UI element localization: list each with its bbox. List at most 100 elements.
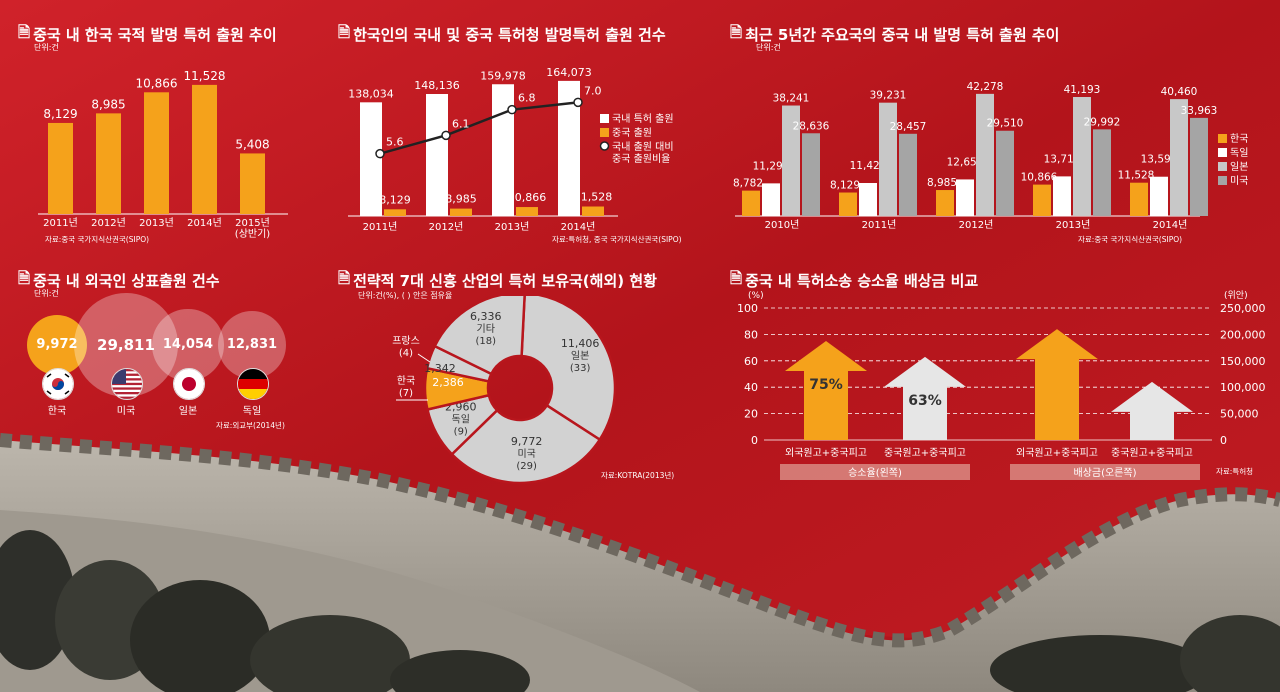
ratio-point xyxy=(375,148,385,159)
right-tick-label: 150,000 xyxy=(1220,355,1266,368)
arrow-value-label: 63% xyxy=(908,393,942,409)
bar-value-label: 28,636 xyxy=(793,120,830,132)
bar-value-label: 8,985 xyxy=(927,177,957,189)
panel6-title: 🗎 중국 내 특허소송 승소율 배상금 비교 xyxy=(730,268,978,293)
patent-doc-icon: 🗎 xyxy=(338,23,351,41)
slice-value-label: 2,386 xyxy=(432,376,464,389)
left-axis-unit: (%) xyxy=(748,291,764,301)
bar-독일 xyxy=(762,183,780,216)
patent-doc-icon: 🗎 xyxy=(730,269,743,287)
x-tick-label: 2011년 xyxy=(363,221,398,233)
bar-value-label: 38,241 xyxy=(773,93,810,105)
slice-pct-label: (9) xyxy=(454,426,468,437)
bar-value-label: 159,978 xyxy=(480,69,526,82)
bar-일본 xyxy=(879,102,897,216)
left-tick-label: 40 xyxy=(744,381,758,394)
legend-label: 중국 출원 xyxy=(612,127,652,139)
group-label: 승소율(왼쪽) xyxy=(848,467,902,479)
bubble-value: 12,831 xyxy=(226,337,278,353)
slice-pct-label: (29) xyxy=(516,461,537,472)
bar-value-label: 28,457 xyxy=(890,121,927,133)
bubble-value: 14,054 xyxy=(162,337,214,353)
bar-category-label: 외국원고+중국피고 xyxy=(1016,447,1098,459)
x-tick-label: 2011년 xyxy=(43,217,78,229)
patent-doc-icon: 🗎 xyxy=(338,269,351,287)
panel5-donut-chart: 11,406일본(33)9,772미국(29)2,960독일(9)2,3861,… xyxy=(392,296,617,485)
x-tick-label: 2013년 xyxy=(139,217,174,229)
bar-value-label: 11,422 xyxy=(850,160,887,172)
panel2-title: 🗎 한국인의 국내 및 중국 특허청 발명특허 출원 건수 xyxy=(338,22,666,47)
legend-swatch xyxy=(1218,148,1227,157)
bar-domestic xyxy=(492,84,514,216)
bar-china xyxy=(384,209,406,216)
bar-value-label: 39,231 xyxy=(870,90,907,102)
legend-swatch-china xyxy=(600,128,609,137)
panel4-unit: 단위:건 xyxy=(34,289,59,298)
bar-value-label: 8,129 xyxy=(830,180,860,192)
legend-swatch xyxy=(1218,134,1227,143)
bar-한국 xyxy=(742,190,760,216)
bar-한국 xyxy=(1033,184,1051,216)
x-tick-label: 2015년 xyxy=(235,217,270,229)
bar-china xyxy=(582,206,604,216)
ratio-point xyxy=(573,97,583,108)
group-label: 배상금(오른쪽) xyxy=(1073,467,1136,479)
bar-일본 xyxy=(976,93,994,216)
left-tick-label: 100 xyxy=(737,302,758,315)
bar-value-label: 5,408 xyxy=(235,137,269,151)
bar-value-label: 29,510 xyxy=(987,118,1024,130)
right-tick-label: 50,000 xyxy=(1220,408,1259,421)
bubble-kr: 9,972 xyxy=(26,314,88,376)
panel1-source: 자료:중국 국가지식산권국(SIPO) xyxy=(45,235,150,244)
patent-doc-icon: 🗎 xyxy=(18,23,31,41)
bar-china xyxy=(516,207,538,216)
bubble-jp: 14,054 xyxy=(152,309,224,381)
slice-name-label: 한국 xyxy=(397,375,415,387)
group-band-damages xyxy=(1010,464,1200,480)
bar-domestic xyxy=(360,102,382,216)
bar-value-label: 8,782 xyxy=(733,178,763,190)
us-flag-icon xyxy=(111,368,143,400)
slice-pct-label: (7) xyxy=(399,388,413,399)
country-label: 한국 xyxy=(47,406,67,417)
donut-slice-5 xyxy=(433,296,526,376)
bar-domestic xyxy=(558,80,580,216)
bar-미국 xyxy=(1093,129,1111,216)
panel5-source: 자료:KOTRA(2013년) xyxy=(601,471,675,480)
bar-value-label: 138,034 xyxy=(348,87,394,100)
jp-flag-icon xyxy=(173,368,205,400)
bar-category-label: 중국원고+중국피고 xyxy=(884,447,966,459)
panel1-title: 🗎 중국 내 한국 국적 발명 특허 출원 추이 xyxy=(18,22,277,47)
bar-한국 xyxy=(1130,182,1148,216)
kr-flag-icon xyxy=(42,368,74,400)
panel4-source: 자료:외교부(2014년) xyxy=(216,421,285,430)
bar-value-label: 33,963 xyxy=(1181,105,1218,117)
panel3-grouped-bar-chart: 8,782 11,297 38,241 28,636 2010년 8,129 11,422 3… xyxy=(733,81,1248,231)
bar-미국 xyxy=(1190,117,1208,216)
panel5-unit: 단위:건(%), ( ) 안은 점유율 xyxy=(358,291,453,300)
right-tick-label: 0 xyxy=(1220,434,1227,447)
bar-category-label: 외국원고+중국피고 xyxy=(785,447,867,459)
bar-value-label: 8,129 xyxy=(43,107,77,121)
x-tick-label: 2014년 xyxy=(187,217,222,229)
bar-value-label: 13,597 xyxy=(1141,154,1178,166)
panel6-arrow-chart: (%) (위안) 100 250,000 80 200,000 60 150,000 40 100… xyxy=(737,290,1266,480)
bar-독일 xyxy=(859,183,877,216)
legend-label: 국내 특허 출원 xyxy=(612,113,674,125)
arrow-foreign-win-rate xyxy=(785,341,867,440)
slice-pct-label: (18) xyxy=(475,336,496,347)
ratio-point xyxy=(507,104,517,115)
bar-category-label: 중국원고+중국피고 xyxy=(1111,447,1193,459)
x-tick-label: 2013년 xyxy=(1056,219,1091,231)
x-tick-label: 2014년 xyxy=(1153,219,1188,231)
country-label: 독일 xyxy=(242,406,262,417)
bubble-value: 9,972 xyxy=(36,337,78,353)
slice-value-label: 9,772 xyxy=(511,435,543,448)
bar-미국 xyxy=(802,133,820,216)
bar-1 xyxy=(96,113,121,214)
bar-0 xyxy=(48,122,73,214)
panel2-source: 자료:특허청, 중국 국가지식산권국(SIPO) xyxy=(552,235,682,244)
de-flag-icon xyxy=(237,368,269,400)
right-tick-label: 100,000 xyxy=(1220,381,1266,394)
slice-value-label: 1,342 xyxy=(424,362,456,375)
